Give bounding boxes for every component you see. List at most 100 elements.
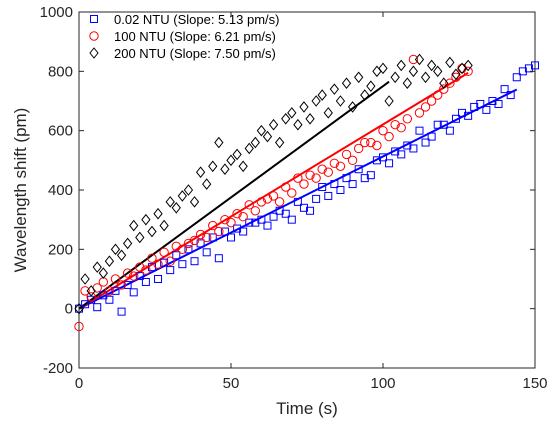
- data-point: [244, 200, 254, 210]
- data-point: [336, 186, 345, 194]
- data-point: [208, 160, 218, 173]
- data-point: [147, 225, 157, 238]
- data-point: [312, 194, 321, 203]
- legend-marker-square: [90, 15, 98, 23]
- data-point: [214, 136, 224, 149]
- data-point: [335, 95, 346, 107]
- data-point: [227, 233, 235, 242]
- data-point: [220, 163, 230, 176]
- data-point: [226, 217, 236, 228]
- x-tick-label: 0: [75, 375, 83, 392]
- data-point: [299, 179, 309, 189]
- data-point: [104, 255, 115, 268]
- data-point: [110, 274, 121, 284]
- data-point: [287, 215, 296, 224]
- data-point: [488, 97, 497, 105]
- data-point: [189, 235, 200, 246]
- series-1: [74, 54, 473, 332]
- data-point: [287, 107, 297, 119]
- data-point: [385, 159, 394, 168]
- data-point: [159, 247, 169, 258]
- data-point: [239, 227, 248, 236]
- data-point: [135, 272, 144, 281]
- data-point: [281, 209, 290, 218]
- data-point: [274, 136, 285, 149]
- legend: 0.02 NTU (Slope: 5.13 pm/s) 100 NTU (Slo…: [89, 12, 279, 61]
- data-point: [141, 277, 150, 286]
- legend-item-2: 200 NTU (Slope: 7.50 pm/s): [89, 46, 276, 61]
- data-point: [111, 286, 120, 295]
- data-point: [202, 248, 211, 257]
- data-point: [299, 203, 308, 212]
- data-point: [433, 65, 443, 78]
- data-point: [238, 212, 248, 222]
- x-tick-label: 50: [223, 375, 240, 392]
- data-point: [268, 191, 279, 201]
- data-point: [293, 173, 303, 183]
- data-point: [420, 71, 431, 84]
- data-point: [74, 302, 84, 315]
- data-point: [390, 71, 400, 84]
- data-point: [311, 173, 321, 183]
- data-point: [251, 218, 260, 227]
- data-point: [122, 268, 133, 278]
- data-point: [268, 118, 279, 131]
- data-point: [214, 254, 223, 263]
- data-point: [433, 120, 442, 129]
- data-point: [329, 158, 340, 169]
- data-point: [171, 241, 181, 252]
- data-point: [293, 118, 303, 131]
- legend-marker-diamond: [89, 47, 99, 59]
- data-point: [366, 171, 375, 180]
- x-tick-label: 100: [370, 375, 395, 392]
- data-point: [166, 266, 175, 275]
- series-0: [75, 61, 539, 316]
- data-point: [329, 83, 340, 95]
- data-point: [93, 303, 102, 312]
- data-point: [98, 267, 108, 279]
- data-point: [238, 160, 248, 173]
- data-point: [445, 56, 455, 69]
- data-point: [165, 256, 175, 266]
- data-point: [415, 126, 424, 135]
- data-point: [439, 84, 449, 94]
- data-point: [378, 62, 388, 75]
- data-point: [476, 99, 485, 108]
- data-point: [366, 137, 376, 148]
- data-point: [464, 111, 473, 120]
- data-point: [165, 196, 175, 208]
- data-point: [116, 249, 127, 262]
- data-point: [257, 215, 266, 224]
- data-point: [232, 209, 242, 219]
- data-point: [256, 124, 267, 137]
- data-point: [342, 174, 351, 183]
- data-point: [177, 190, 188, 202]
- data-point: [80, 273, 90, 285]
- data-point: [354, 165, 363, 174]
- series-2: [74, 53, 473, 315]
- y-axis-label: Wavelength shift (pm): [11, 108, 30, 273]
- data-point: [244, 142, 254, 155]
- data-point: [233, 224, 242, 233]
- data-point: [183, 184, 194, 196]
- data-point: [141, 265, 151, 275]
- data-point: [426, 96, 437, 106]
- data-point: [414, 108, 425, 118]
- data-point: [518, 67, 527, 76]
- data-point: [353, 143, 364, 154]
- data-point: [348, 180, 357, 189]
- fit-line: [78, 88, 518, 310]
- data-point: [135, 231, 145, 244]
- data-point: [74, 321, 84, 332]
- legend-label: 200 NTU (Slope: 7.50 pm/s): [114, 46, 276, 61]
- data-point: [171, 201, 181, 214]
- data-point: [275, 206, 284, 215]
- data-point: [372, 140, 382, 151]
- y-tick-label: 400: [48, 182, 73, 199]
- data-point: [347, 155, 358, 166]
- data-point: [500, 85, 509, 94]
- data-point: [201, 232, 212, 243]
- data-point: [305, 112, 315, 125]
- data-point: [190, 257, 199, 266]
